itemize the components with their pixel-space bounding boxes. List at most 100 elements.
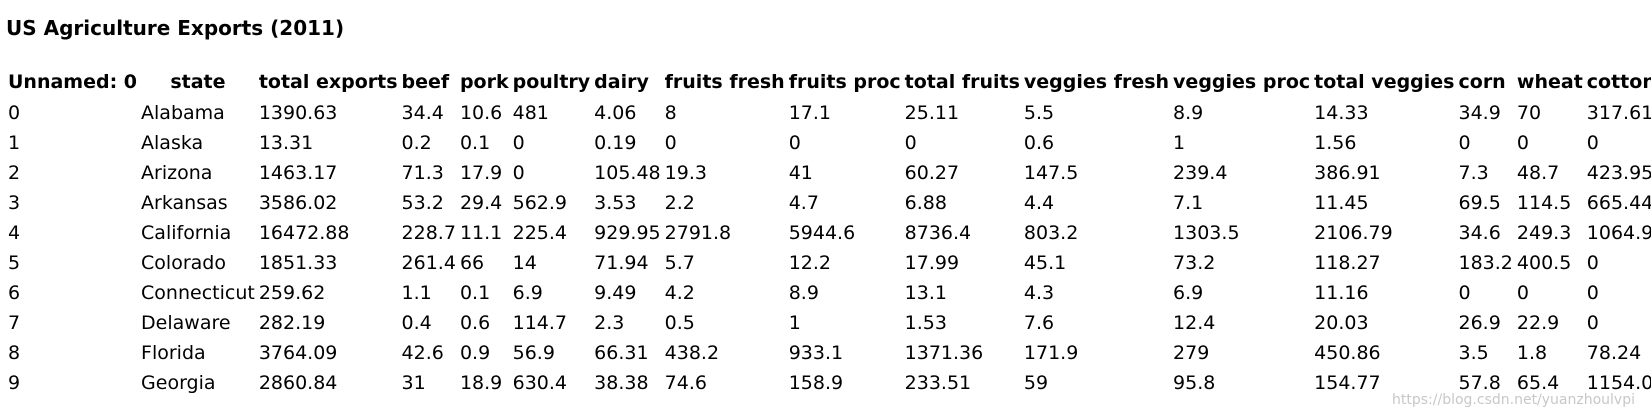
table-cell: 1154.07 (1586, 372, 1651, 394)
table-cell: 0 (1586, 312, 1599, 334)
table-cell: 154.77 (1314, 372, 1381, 394)
table-cell: 20.03 (1314, 312, 1369, 334)
table-cell: 53.2 (401, 192, 444, 214)
table-cell: 0.1 (459, 282, 491, 304)
table-cell: 5944.6 (788, 222, 856, 244)
table-cell: 8 (664, 102, 677, 124)
table-cell: Arizona (141, 162, 213, 184)
table-cell: 69.5 (1458, 192, 1501, 214)
table-cell: 78.24 (1586, 342, 1642, 364)
table-cell: 114.7 (512, 312, 568, 334)
table-cell: 386.91 (1314, 162, 1381, 184)
table-cell: 45.1 (1023, 252, 1067, 274)
table-cell: 0.2 (401, 132, 432, 154)
table-cell: 0 (1586, 252, 1599, 274)
table-cell: 57.8 (1458, 372, 1501, 394)
table-cell: 11.45 (1314, 192, 1369, 214)
table-cell: 22.9 (1516, 312, 1560, 334)
table-cell: 95.8 (1173, 372, 1216, 394)
table-cell: 17.9 (459, 162, 503, 184)
table-cell: 1 (1173, 132, 1186, 154)
table-cell: 14.33 (1314, 102, 1369, 124)
table-cell: 17.1 (788, 102, 831, 124)
table-cell: 0 (664, 132, 677, 154)
table-cell: 933.1 (788, 342, 844, 364)
table-cell: 31 (401, 372, 426, 394)
table-cell: 60.27 (904, 162, 960, 184)
table-cell: 0.4 (401, 312, 432, 334)
table-cell: 317.61 (1586, 102, 1651, 124)
column-header: wheat (1516, 71, 1583, 93)
table-cell: 34.4 (401, 102, 444, 124)
table-cell: 4.7 (788, 192, 819, 214)
table-cell: 3.5 (1458, 342, 1489, 364)
page-title: US Agriculture Exports (2011) (6, 16, 345, 40)
table-cell: Connecticut (141, 282, 255, 304)
table-cell: 18.9 (459, 372, 503, 394)
table-cell: 1.8 (1516, 342, 1548, 364)
table-cell: 16472.88 (258, 222, 350, 244)
column-header: corn (1458, 71, 1506, 93)
table-cell: 0 (1458, 132, 1471, 154)
table-cell: 562.9 (512, 192, 568, 214)
table-cell: 17.99 (904, 252, 960, 274)
table-cell: 1 (8, 132, 21, 154)
table-cell: 0 (1458, 282, 1471, 304)
table-cell: Delaware (141, 312, 231, 334)
table-cell: 249.3 (1516, 222, 1572, 244)
table-cell: 0 (1516, 282, 1529, 304)
column-header: beef (401, 71, 450, 93)
table-cell: 6.88 (904, 192, 947, 214)
table-cell: 0.6 (459, 312, 491, 334)
table-cell: 0 (512, 162, 525, 184)
table-cell: 450.86 (1314, 342, 1381, 364)
table-cell: 147.5 (1023, 162, 1079, 184)
table-cell: 5.5 (1023, 102, 1055, 124)
table-cell: 42.6 (401, 342, 444, 364)
table-cell: 1 (788, 312, 801, 334)
table-cell: 7.1 (1173, 192, 1204, 214)
table-cell: 9 (8, 372, 21, 394)
table-cell: 0 (788, 132, 801, 154)
column-header: poultry (512, 71, 591, 93)
header-row: Unnamed: 0 state total exports beef pork poul… (6, 66, 1651, 98)
table-cell: 71.3 (401, 162, 444, 184)
table-cell: 3.53 (594, 192, 637, 214)
table-cell: 0.1 (459, 132, 491, 154)
table-cell: 2 (8, 162, 21, 184)
table-cell: 7.3 (1458, 162, 1489, 184)
table-cell: 1303.5 (1173, 222, 1240, 244)
table-cell: 803.2 (1023, 222, 1079, 244)
table-cell: 1.56 (1314, 132, 1357, 154)
table-cell: 228.7 (401, 222, 456, 244)
table-cell: 4 (8, 222, 21, 244)
table-cell: 11.16 (1314, 282, 1369, 304)
table-cell: 0 (8, 102, 21, 124)
table-cell: 630.4 (512, 372, 568, 394)
table-row: 8 Florida 3764.09 42.6 0.9 56.9 66.31 438.2 933.… (6, 338, 1651, 368)
table-cell: 6.9 (512, 282, 543, 304)
table-cell: 74.6 (664, 372, 707, 394)
table-cell: 6 (8, 282, 21, 304)
table-cell: 59 (1023, 372, 1049, 394)
table-row: 1 Alaska 13.31 0.2 0.1 0 0.19 0 0 0 0.6 1 1.56 0 0 0 (6, 128, 1651, 158)
table-cell: 2791.8 (664, 222, 732, 244)
table-cell: 423.95 (1586, 162, 1651, 184)
column-header: fruits proc (788, 71, 901, 93)
table-cell: 0.9 (459, 342, 491, 364)
column-header: total veggies (1314, 71, 1455, 93)
column-header: dairy (594, 71, 649, 93)
table-cell: 5 (8, 252, 21, 274)
table-cell: 1463.17 (258, 162, 338, 184)
table-row: 0 Alabama 1390.63 34.4 10.6 481 4.06 8 17.1 25.11… (6, 98, 1651, 128)
table-cell: 118.27 (1314, 252, 1381, 274)
table-cell: 26.9 (1458, 312, 1501, 334)
table-cell: 261.4 (401, 252, 456, 274)
table-cell: 114.5 (1516, 192, 1572, 214)
table-cell: 5.7 (664, 252, 695, 274)
table-cell: 3586.02 (258, 192, 338, 214)
table-cell: 0.19 (594, 132, 637, 154)
table-cell: 2.2 (664, 192, 695, 214)
table-cell: 4.2 (664, 282, 695, 304)
column-header: total fruits (904, 71, 1020, 93)
